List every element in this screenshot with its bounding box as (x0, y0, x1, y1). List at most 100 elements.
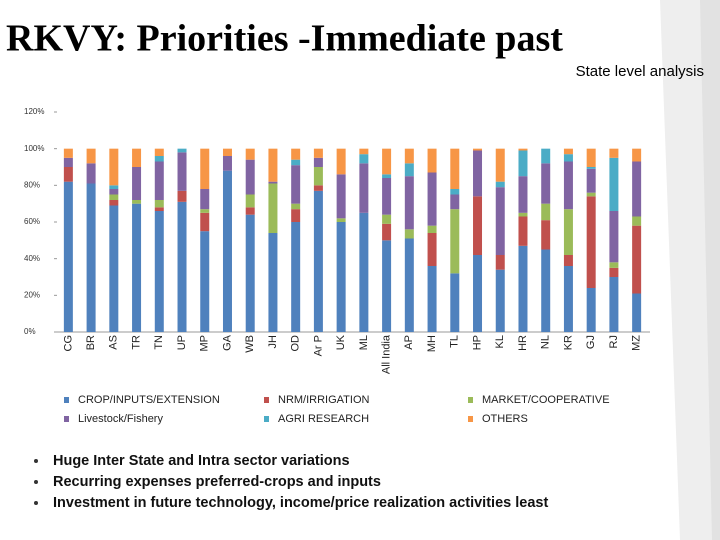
bar-segment (609, 157, 619, 211)
bar-segment (632, 293, 642, 332)
bar-segment (359, 212, 369, 332)
legend-swatch (468, 397, 473, 403)
bar-segment (109, 189, 119, 195)
bar-segment (222, 148, 232, 156)
bar-segment (518, 212, 528, 217)
bar-segment (632, 148, 642, 162)
x-tick-label: HP (471, 335, 483, 350)
legend-swatch (64, 397, 69, 403)
bar-segment (245, 207, 255, 215)
bar-segment (541, 249, 551, 332)
bar-segment (200, 209, 210, 213)
bar-segment (586, 192, 596, 197)
bar-segment (427, 225, 437, 233)
bar-segment (109, 148, 119, 186)
bar-segment (518, 216, 528, 246)
bar-segment (291, 222, 301, 332)
bar-segment (154, 207, 164, 211)
bar-segment (609, 148, 619, 158)
bar-segment (313, 167, 323, 186)
bar-segment (473, 255, 483, 332)
bar-segment (268, 181, 278, 184)
bar-segment (109, 194, 119, 200)
bar-segment (222, 170, 232, 332)
bar-segment (336, 174, 346, 219)
bar-segment (336, 148, 346, 175)
legend-label: NRM/IRRIGATION (278, 394, 370, 406)
bar-segment (450, 148, 460, 189)
bar-segment (86, 148, 96, 164)
bar-segment (518, 176, 528, 213)
x-tick-label: BR (85, 335, 97, 350)
bar-segment (291, 203, 301, 210)
bar-segment (563, 154, 573, 162)
bar-segment (245, 194, 255, 208)
bar-segment (86, 163, 96, 184)
bar-segment (132, 148, 142, 167)
legend-label: CROP/INPUTS/EXTENSION (78, 394, 220, 406)
bar-segment (359, 163, 369, 213)
x-tick-label: WB (244, 335, 256, 353)
bar-segment (404, 176, 414, 230)
x-tick-label: Ar P (312, 335, 324, 356)
bar-segment (563, 255, 573, 266)
bar-segment (109, 200, 119, 206)
bar-segment (563, 148, 573, 155)
x-tick-label: MP (199, 335, 211, 352)
bar-segment (382, 178, 392, 215)
bar-segment (586, 288, 596, 332)
y-tick-label: 60% (24, 217, 40, 226)
x-tick-label: RJ (608, 335, 620, 348)
bar-segment (177, 152, 187, 191)
bar-segment (609, 277, 619, 332)
bar-segment (495, 181, 505, 188)
bar-segment (473, 150, 483, 197)
bar-segment (154, 148, 164, 156)
bar-segment (495, 255, 505, 270)
bar-segment (154, 161, 164, 200)
bar-segment (382, 214, 392, 224)
bar-segment (177, 190, 187, 202)
bar-segment (313, 148, 323, 158)
bar-segment (154, 200, 164, 208)
bar-segment (132, 203, 142, 332)
bar-segment (495, 187, 505, 255)
y-tick-label: 20% (24, 290, 40, 299)
bar-segment (268, 183, 278, 233)
bar-segment (336, 218, 346, 222)
bar-segment (200, 148, 210, 189)
bar-segment (427, 172, 437, 226)
y-tick-label: 0% (24, 327, 36, 336)
x-tick-label: TR (130, 335, 142, 350)
bar-segment (291, 148, 301, 160)
bar-segment (609, 267, 619, 277)
bar-segment (495, 269, 505, 332)
bar-segment (382, 240, 392, 332)
bar-segment (495, 148, 505, 182)
bar-segment (313, 185, 323, 191)
bar-segment (632, 225, 642, 294)
bar-segment (450, 194, 460, 210)
bar-segment (291, 209, 301, 222)
bar-segment (109, 185, 119, 189)
y-tick-label: 80% (24, 180, 40, 189)
y-tick-label: 40% (24, 254, 40, 263)
bar-segment (404, 148, 414, 164)
x-tick-label: All India (381, 334, 393, 374)
bar-segment (359, 154, 369, 164)
x-tick-label: GJ (585, 335, 597, 349)
legend-label: MARKET/COOPERATIVE (482, 394, 610, 406)
bar-segment (291, 165, 301, 204)
bar-segment (268, 233, 278, 332)
bar-segment (563, 209, 573, 255)
bar-segment (222, 156, 232, 171)
title: RKVY: Priorities -Immediate past (6, 18, 563, 60)
bar-segment (518, 148, 528, 151)
bar-segment (63, 167, 73, 182)
x-tick-label: HR (517, 335, 529, 351)
x-tick-label: UK (335, 334, 347, 350)
legend-label: AGRI RESEARCH (278, 413, 369, 425)
bar-segment (109, 205, 119, 332)
y-tick-label: 100% (24, 144, 44, 153)
